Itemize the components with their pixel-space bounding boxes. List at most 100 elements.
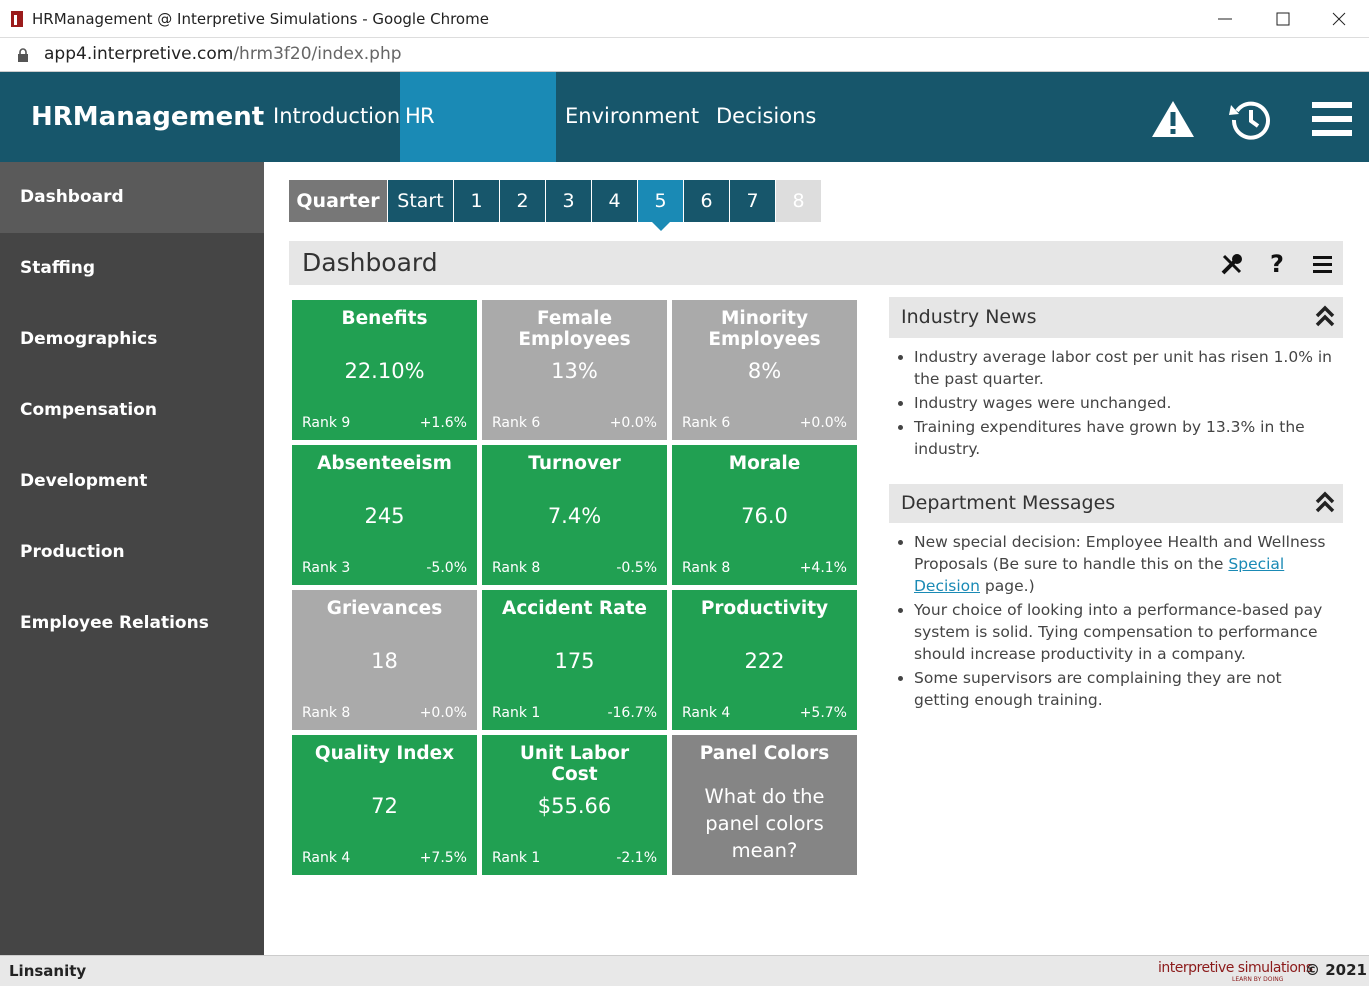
metric-tile[interactable]: Quality Index 72 Rank 4 +7.5%: [292, 735, 477, 875]
tile-title: Accident Rate: [502, 598, 647, 619]
tile-change: -2.1%: [616, 850, 657, 866]
quarter-tab[interactable]: 3: [546, 180, 591, 222]
footer: Linsanity interpretive simulations LEARN…: [0, 955, 1369, 986]
tile-rank: Rank 6: [682, 415, 731, 431]
metric-tile[interactable]: Grievances 18 Rank 8 +0.0%: [292, 590, 477, 730]
tile-title: Quality Index: [314, 743, 455, 764]
tile-value: 13%: [551, 359, 598, 383]
metric-tile[interactable]: Morale 76.0 Rank 8 +4.1%: [672, 445, 857, 585]
collapse-icon[interactable]: [1314, 491, 1336, 513]
nav-item-active[interactable]: HR Department: [400, 72, 556, 216]
tile-rank: Rank 4: [302, 850, 351, 866]
tile-title: Minority Employees: [708, 308, 821, 350]
url-path: /hrm3f20/index.php: [233, 44, 402, 64]
metric-tile[interactable]: Productivity 222 Rank 4 +5.7%: [672, 590, 857, 730]
messages-header[interactable]: Department Messages: [889, 484, 1343, 523]
settings-icon[interactable]: [1220, 252, 1244, 276]
tile-title: Absenteeism: [317, 453, 452, 474]
tile-title: Unit Labor Cost: [519, 743, 630, 785]
brand[interactable]: HRManagement: [31, 102, 265, 132]
messages-title: Department Messages: [901, 492, 1116, 514]
menu-icon[interactable]: [1312, 100, 1352, 138]
tile-title: Female Employees: [518, 308, 631, 350]
window-controls[interactable]: [1210, 8, 1360, 30]
tile-rank: Rank 8: [492, 560, 541, 576]
quarter-tab[interactable]: 1: [454, 180, 499, 222]
legend-tile[interactable]: Panel Colors What do the panel colors mea…: [672, 735, 857, 875]
tile-value: $55.66: [537, 794, 612, 818]
top-nav: HRManagement Introduction HR Department …: [0, 72, 1369, 216]
tile-change: +1.6%: [419, 415, 467, 431]
tile-rank: Rank 8: [302, 705, 351, 721]
address-bar[interactable]: app4.interpretive.com/hrm3f20/index.php: [0, 38, 1369, 72]
alert-icon[interactable]: [1150, 99, 1196, 139]
lock-icon: [18, 48, 28, 62]
tile-change: +0.0%: [799, 415, 847, 431]
quarter-tab-active[interactable]: 5: [638, 180, 683, 222]
active-pointer: [652, 222, 670, 231]
tile-rank: Rank 9: [302, 415, 351, 431]
username: Linsanity: [9, 962, 87, 980]
message-item: Some supervisors are complaining they ar…: [914, 667, 1339, 711]
tile-change: +4.1%: [799, 560, 847, 576]
sidebar-item-active[interactable]: Dashboard: [0, 162, 264, 233]
nav-item[interactable]: Decisions: [716, 104, 817, 128]
tile-title: Morale: [728, 453, 801, 474]
help-icon[interactable]: ?: [1270, 250, 1284, 278]
title-bar: HRManagement @ Interpretive Simulations …: [0, 0, 1369, 38]
app-icon: [11, 11, 23, 27]
metric-tile[interactable]: Absenteeism 245 Rank 3 -5.0%: [292, 445, 477, 585]
tile-rank: Rank 6: [492, 415, 541, 431]
metric-tile[interactable]: Unit Labor Cost $55.66 Rank 1 -2.1%: [482, 735, 667, 875]
sidebar-item[interactable]: Production: [20, 542, 125, 562]
tile-title: Panel Colors: [699, 743, 830, 764]
metric-tile[interactable]: Benefits 22.10% Rank 9 +1.6%: [292, 300, 477, 440]
history-icon[interactable]: [1228, 97, 1274, 143]
metric-tile[interactable]: Turnover 7.4% Rank 8 -0.5%: [482, 445, 667, 585]
metric-tile[interactable]: Accident Rate 175 Rank 1 -16.7%: [482, 590, 667, 730]
tile-rank: Rank 1: [492, 705, 541, 721]
tile-value: 22.10%: [344, 359, 425, 383]
legend-text: What do the panel colors mean?: [704, 785, 825, 862]
sidebar-item[interactable]: Development: [20, 471, 148, 491]
sidebar-item[interactable]: Demographics: [20, 329, 158, 349]
metric-tile[interactable]: Female Employees 13% Rank 6 +0.0%: [482, 300, 667, 440]
news-header[interactable]: Industry News: [889, 297, 1343, 338]
sidebar-item[interactable]: Compensation: [20, 400, 157, 420]
logo: interpretive simulations: [1158, 960, 1313, 976]
tile-title: Benefits: [341, 308, 428, 329]
tile-value: 18: [371, 649, 398, 673]
tile-value: 76.0: [741, 504, 788, 528]
tile-change: +0.0%: [609, 415, 657, 431]
sidebar-item[interactable]: Employee Relations: [20, 613, 209, 633]
nav-item[interactable]: Environment: [565, 104, 700, 128]
nav-item[interactable]: Introduction: [273, 104, 401, 128]
logo-tagline: LEARN BY DOING: [1232, 976, 1284, 983]
panel-menu-icon[interactable]: [1313, 255, 1332, 274]
message-text: New special decision: Employee Health an…: [914, 533, 1326, 573]
quarter-tab: 8: [776, 180, 821, 222]
message-text: page.): [980, 577, 1035, 595]
collapse-icon[interactable]: [1314, 305, 1336, 327]
special-decision-link[interactable]: Special Decision: [914, 555, 1285, 595]
tile-rank: Rank 8: [682, 560, 731, 576]
tile-rank: Rank 4: [682, 705, 731, 721]
metric-tile[interactable]: Minority Employees 8% Rank 6 +0.0%: [672, 300, 857, 440]
tile-change: -0.5%: [616, 560, 657, 576]
news-item: Industry average labor cost per unit has…: [914, 346, 1339, 390]
sidebar: Dashboard Staffing Demographics Compensatio…: [0, 162, 264, 955]
tile-value: 72: [371, 794, 398, 818]
tile-value: 245: [364, 504, 405, 528]
quarter-tab[interactable]: 6: [684, 180, 729, 222]
quarter-tabs: Quarter Start 1 2 3 4 5 6 7 8: [289, 180, 821, 222]
quarter-tab[interactable]: 7: [730, 180, 775, 222]
quarter-tab[interactable]: 2: [500, 180, 545, 222]
dashboard-header: Dashboard ?: [289, 241, 1343, 285]
tile-value: 222: [744, 649, 785, 673]
news-title: Industry News: [901, 306, 1037, 328]
quarter-tab[interactable]: 4: [592, 180, 637, 222]
tile-change: +0.0%: [419, 705, 467, 721]
sidebar-item[interactable]: Staffing: [20, 258, 96, 278]
quarter-tab[interactable]: Start: [388, 180, 453, 222]
